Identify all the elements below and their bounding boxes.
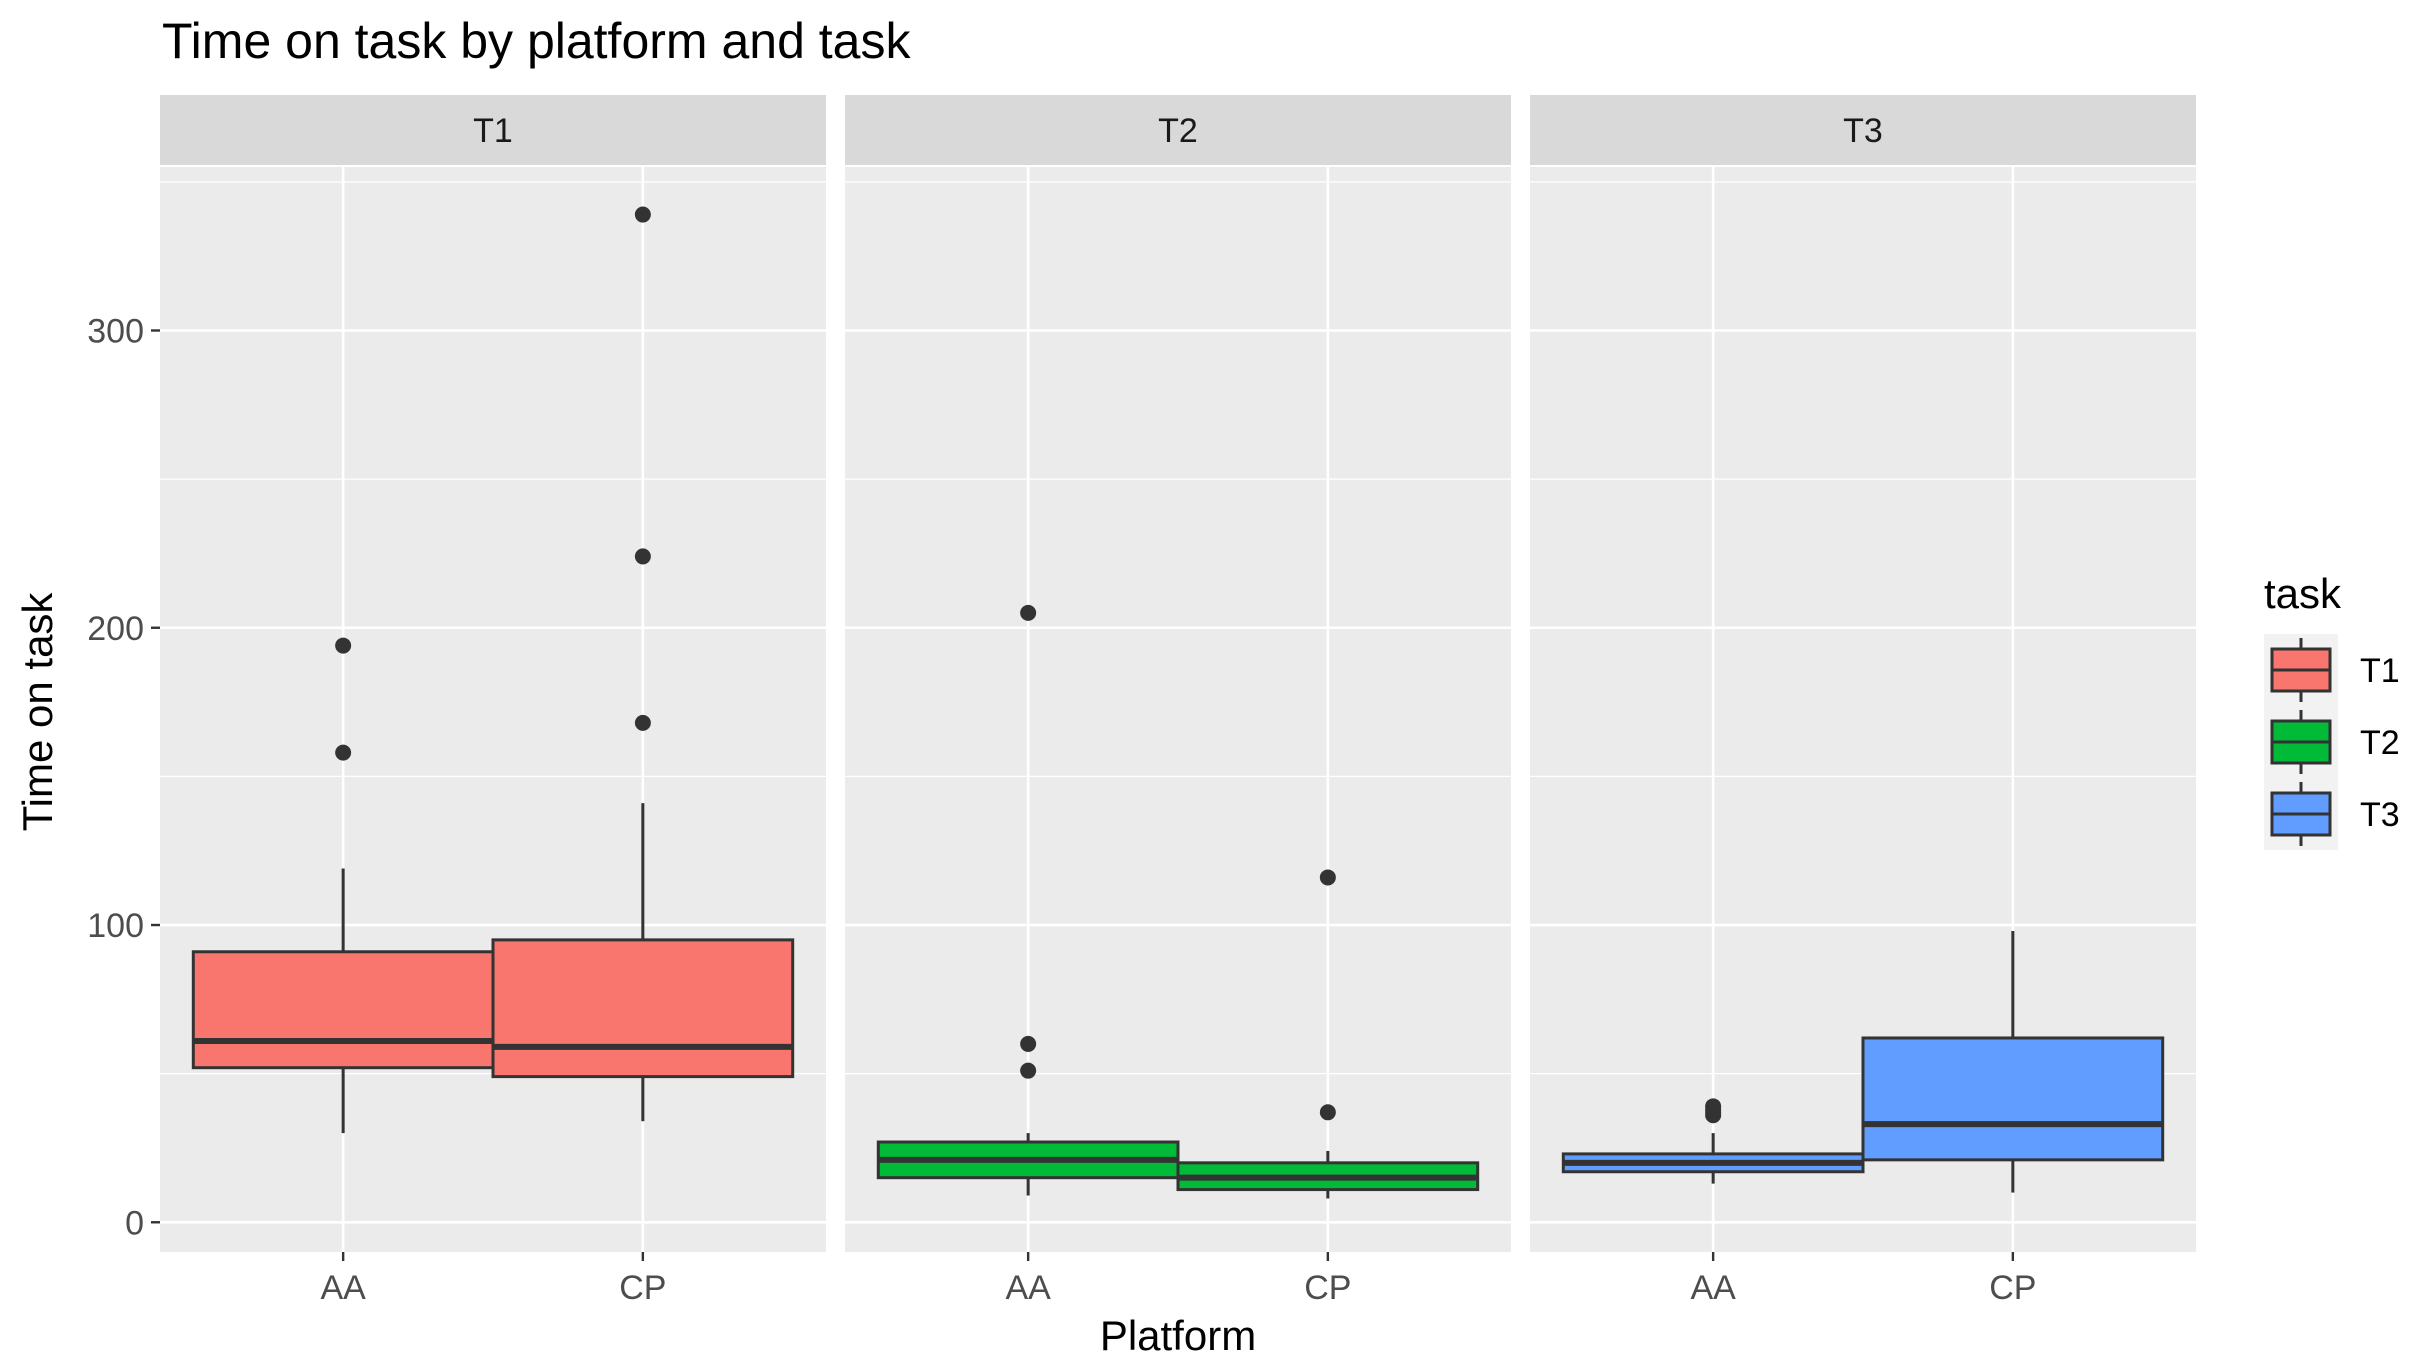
- legend-label: T1: [2360, 652, 2400, 690]
- x-tick-label: CP: [619, 1269, 666, 1307]
- legend-title: task: [2264, 570, 2342, 617]
- outlier-point: [335, 637, 352, 654]
- y-tick-label: 300: [87, 312, 144, 350]
- y-axis: 0 100 200 300: [87, 312, 160, 1242]
- y-axis-title: Time on task: [14, 592, 61, 832]
- box-body: [191, 950, 495, 1070]
- y-tick-label: 100: [87, 907, 144, 945]
- x-tick-label: AA: [1690, 1269, 1736, 1307]
- outlier-point: [335, 744, 352, 761]
- chart-title: Time on task by platform and task: [162, 13, 911, 69]
- strip-background: [160, 95, 826, 165]
- outlier-point: [634, 206, 651, 223]
- outlier-point: [1319, 869, 1336, 886]
- box-body: [491, 938, 795, 1079]
- legend-label: T2: [2360, 724, 2400, 762]
- outlier-point: [634, 548, 651, 565]
- box-t2-cp: [1176, 869, 1480, 1199]
- strip-label: T2: [1158, 112, 1198, 150]
- box-t1-cp: [491, 206, 795, 1122]
- y-tick-label: 200: [87, 610, 144, 648]
- legend-item-t2: T2: [2270, 710, 2400, 774]
- strip-label: T1: [473, 112, 513, 150]
- x-tick-label: AA: [1005, 1269, 1051, 1307]
- strip-background: [845, 95, 1511, 165]
- facet-panel-t3: T3 AA CP: [1530, 95, 2196, 1307]
- outlier-point: [1020, 1035, 1037, 1052]
- legend-label: T3: [2360, 796, 2400, 834]
- legend: task T1 T2 T3: [2264, 570, 2400, 850]
- box-t3-cp: [1861, 930, 2165, 1193]
- legend-item-t3: T3: [2270, 782, 2400, 846]
- outlier-point: [1705, 1098, 1722, 1115]
- x-tick-label: CP: [1304, 1269, 1351, 1307]
- outlier-point: [634, 714, 651, 731]
- outlier-point: [1020, 1062, 1037, 1079]
- outlier-point: [1319, 1104, 1336, 1121]
- facet-panel-t1: T1 AA CP: [160, 95, 826, 1307]
- outlier-point: [1020, 604, 1037, 621]
- strip-background: [1530, 95, 2196, 165]
- facet-panel-t2: T2 AA CP: [845, 95, 1511, 1307]
- legend-item-t1: T1: [2270, 638, 2400, 702]
- x-tick-label: CP: [1989, 1269, 2036, 1307]
- box-body: [1861, 1036, 2165, 1162]
- x-axis-title: Platform: [1100, 1312, 1256, 1359]
- y-tick-label: 0: [125, 1204, 144, 1242]
- strip-label: T3: [1843, 112, 1883, 150]
- x-tick-label: AA: [320, 1269, 366, 1307]
- panel-background: [845, 167, 1511, 1252]
- box-t3-aa: [1561, 1098, 1865, 1184]
- facet-panels: T1 AA CP T2 AA CP T3 AA CP: [160, 95, 2196, 1307]
- box-t1-aa: [191, 637, 495, 1134]
- box-t2-aa: [876, 604, 1180, 1196]
